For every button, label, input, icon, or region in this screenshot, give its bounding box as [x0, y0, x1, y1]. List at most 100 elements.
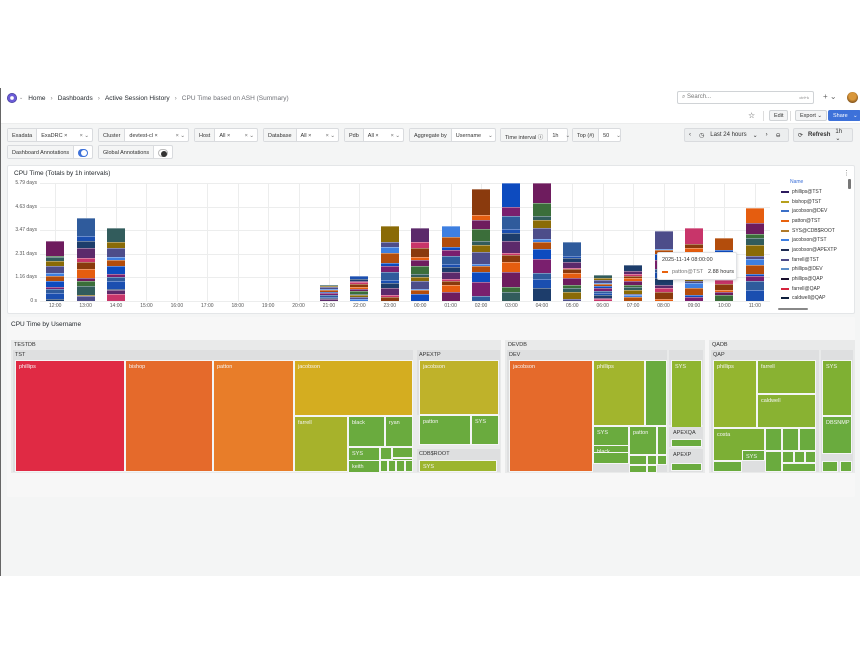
- bar-segment[interactable]: [319, 297, 338, 300]
- bar-segment[interactable]: [472, 272, 491, 283]
- treemap-cell[interactable]: [380, 447, 392, 460]
- treemap-cell[interactable]: black: [348, 416, 385, 447]
- bar-segment[interactable]: [350, 296, 369, 300]
- bar-segment[interactable]: [107, 265, 126, 275]
- filter-top[interactable]: Top (#) 50 ⌄: [572, 128, 621, 142]
- bar-segment[interactable]: [472, 282, 491, 297]
- bar-segment[interactable]: [532, 239, 551, 243]
- legend-header[interactable]: Name: [790, 179, 804, 185]
- bar-segment[interactable]: [532, 215, 551, 220]
- bar-segment[interactable]: [472, 215, 491, 221]
- bar-segment[interactable]: [654, 292, 673, 300]
- chevron-down-icon[interactable]: ⌄: [488, 133, 493, 139]
- bar-segment[interactable]: [350, 290, 369, 294]
- edit-button[interactable]: Edit: [769, 110, 789, 121]
- breadcrumb-home[interactable]: Home: [28, 94, 46, 102]
- bar-segment[interactable]: [319, 287, 338, 289]
- treemap-cell[interactable]: [657, 426, 667, 455]
- add-new-button[interactable]: + ⌄: [823, 92, 837, 101]
- bar-segment[interactable]: [532, 202, 551, 216]
- bar-segment[interactable]: [107, 276, 126, 282]
- refresh-button[interactable]: Refresh: [808, 132, 831, 138]
- bar-segment[interactable]: [593, 297, 612, 300]
- filter-value[interactable]: 1h: [552, 133, 559, 139]
- bar-segment[interactable]: [76, 236, 95, 241]
- legend-item[interactable]: patton@TST: [776, 216, 856, 226]
- bar-segment[interactable]: [624, 285, 643, 287]
- dashboard-annotations-toggle[interactable]: Dashboard Annotations: [7, 145, 93, 159]
- stacked-bar[interactable]: [46, 240, 65, 301]
- bar-segment[interactable]: [472, 228, 491, 242]
- bar-segment[interactable]: [563, 241, 582, 257]
- stacked-bar[interactable]: [76, 217, 95, 301]
- bar-segment[interactable]: [441, 255, 460, 265]
- treemap-cell[interactable]: [396, 460, 405, 472]
- filter-pdb[interactable]: Pdb All × × ⌄: [344, 128, 404, 142]
- bar-segment[interactable]: [380, 280, 399, 283]
- treemap-cell[interactable]: SYS: [471, 415, 499, 445]
- bar-segment[interactable]: [76, 268, 95, 278]
- bar-segment[interactable]: [107, 290, 126, 295]
- bar-segment[interactable]: [472, 252, 491, 264]
- bar-segment[interactable]: [319, 290, 338, 292]
- bar-segment[interactable]: [715, 237, 734, 250]
- treemap-cell[interactable]: [765, 451, 782, 472]
- time-back-button[interactable]: ‹: [689, 132, 691, 138]
- chevron-down-icon[interactable]: ⌄: [565, 133, 571, 139]
- bar-segment[interactable]: [532, 227, 551, 240]
- treemap-cell[interactable]: [782, 428, 799, 451]
- bar-segment[interactable]: [46, 287, 65, 290]
- bar-segment[interactable]: [563, 256, 582, 259]
- treemap-cell[interactable]: [671, 439, 702, 447]
- treemap-cell[interactable]: farrell: [757, 360, 816, 394]
- bar-segment[interactable]: [593, 294, 612, 298]
- bar-segment[interactable]: [380, 242, 399, 247]
- stacked-bar[interactable]: [350, 275, 369, 301]
- stacked-bar[interactable]: [411, 227, 430, 301]
- bar-segment[interactable]: [684, 287, 703, 296]
- treemap-cell[interactable]: [671, 463, 702, 471]
- bar-segment[interactable]: [441, 225, 460, 238]
- bar-segment[interactable]: [380, 253, 399, 263]
- bar-segment[interactable]: [350, 284, 369, 288]
- legend-item[interactable]: farrell@QAP: [776, 284, 856, 294]
- filter-host[interactable]: Host All × × ⌄: [194, 128, 258, 142]
- bar-segment[interactable]: [380, 225, 399, 243]
- bar-segment[interactable]: [76, 217, 95, 237]
- treemap-cell[interactable]: phillips: [15, 360, 125, 472]
- time-range-label[interactable]: Last 24 hours: [710, 132, 747, 138]
- bar-segment[interactable]: [380, 287, 399, 296]
- treemap-cell[interactable]: SYS: [742, 450, 765, 461]
- legend-item[interactable]: farrell@TST: [776, 255, 856, 265]
- treemap-cell[interactable]: phillips: [713, 360, 757, 428]
- treemap-cell[interactable]: [657, 455, 667, 465]
- refresh-picker[interactable]: ⟳ Refresh 1h ⌄: [793, 128, 853, 142]
- bar-segment[interactable]: [563, 272, 582, 279]
- bar-segment[interactable]: [654, 299, 673, 301]
- bar-segment[interactable]: [684, 280, 703, 284]
- bar-segment[interactable]: [745, 289, 764, 301]
- bar-segment[interactable]: [624, 295, 643, 298]
- bar-segment[interactable]: [411, 260, 430, 266]
- bar-segment[interactable]: [472, 220, 491, 229]
- bar-segment[interactable]: [654, 230, 673, 249]
- bar-segment[interactable]: [502, 206, 521, 216]
- legend-item[interactable]: SYS@CDB$ROOT: [776, 226, 856, 236]
- bar-segment[interactable]: [319, 296, 338, 298]
- bar-segment[interactable]: [563, 267, 582, 270]
- bar-segment[interactable]: [472, 189, 491, 216]
- bar-segment[interactable]: [350, 279, 369, 281]
- bar-segment[interactable]: [684, 295, 703, 297]
- bar-segment[interactable]: [319, 288, 338, 291]
- bar-segment[interactable]: [107, 241, 126, 249]
- bar-segment[interactable]: [76, 258, 95, 263]
- treemap-cell[interactable]: [799, 428, 816, 451]
- filter-controls[interactable]: × ⌄: [244, 133, 254, 139]
- toggle-switch[interactable]: [78, 149, 88, 157]
- bar-segment[interactable]: [563, 287, 582, 293]
- bar-segment[interactable]: [411, 241, 430, 249]
- legend-h-scrollbar[interactable]: [778, 308, 808, 310]
- filter-cluster[interactable]: Cluster devtest-cl × × ⌄: [98, 128, 189, 142]
- chevron-down-icon[interactable]: ⌄: [616, 133, 621, 139]
- bar-segment[interactable]: [107, 294, 126, 301]
